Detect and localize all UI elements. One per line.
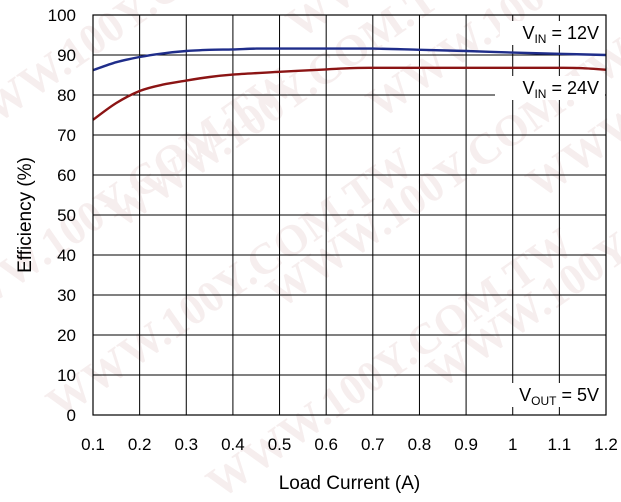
y-tick-label: 80 bbox=[57, 86, 76, 105]
y-tick-label: 100 bbox=[48, 6, 76, 25]
y-tick-label: 30 bbox=[57, 286, 76, 305]
label-main: V bbox=[522, 23, 534, 43]
label-rest: = 24V bbox=[546, 78, 599, 98]
plot-area-frame bbox=[92, 14, 607, 416]
label-rest: = 5V bbox=[556, 385, 599, 405]
label-background bbox=[500, 21, 605, 45]
y-tick-label: 50 bbox=[57, 206, 76, 225]
label-text: VIN = 12V bbox=[522, 23, 599, 46]
series-lines bbox=[92, 47, 607, 121]
x-tick-label: 0.7 bbox=[361, 435, 385, 454]
y-tick-label: 90 bbox=[57, 46, 76, 65]
y-tick-label: 40 bbox=[57, 246, 76, 265]
label-subscript: IN bbox=[534, 32, 546, 46]
y-tick-label: 0 bbox=[67, 406, 76, 425]
annotation-vout-5v: VOUT = 5V bbox=[493, 383, 605, 408]
legend-label-vin-24v: VIN = 24V bbox=[495, 76, 605, 101]
x-tick-label: 0.6 bbox=[314, 435, 338, 454]
x-tick-label: 0.9 bbox=[454, 435, 478, 454]
label-text: VIN = 24V bbox=[522, 78, 599, 101]
efficiency-line-vin-12v bbox=[92, 47, 607, 72]
label-subscript: IN bbox=[534, 87, 546, 101]
x-axis-title: Load Current (A) bbox=[279, 473, 421, 494]
y-tick-label: 10 bbox=[57, 366, 76, 385]
label-subscript: OUT bbox=[531, 394, 557, 408]
x-tick-label: 0.8 bbox=[408, 435, 432, 454]
x-tick-label: 0.5 bbox=[268, 435, 292, 454]
y-tick-label: 20 bbox=[57, 326, 76, 345]
x-axis-ticks: 0.1 0.2 0.3 0.4 0.5 0.6 0.7 0.8 0.9 1 1.1 1.2 bbox=[81, 435, 618, 454]
label-main: V bbox=[519, 385, 531, 405]
label-rest: = 12V bbox=[546, 23, 599, 43]
y-axis-ticks: 0 10 20 30 40 50 60 70 80 90 100 bbox=[48, 6, 76, 425]
x-tick-label: 0.1 bbox=[81, 435, 105, 454]
y-axis-title: Efficiency (%) bbox=[15, 157, 36, 273]
x-tick-label: 1.1 bbox=[548, 435, 572, 454]
x-tick-label: 0.3 bbox=[174, 435, 198, 454]
x-tick-label: 1.2 bbox=[594, 435, 618, 454]
x-tick-label: 0.4 bbox=[221, 435, 245, 454]
legend-label-vin-12v: VIN = 12V bbox=[500, 21, 605, 46]
label-main: V bbox=[522, 78, 534, 98]
x-tick-label: 0.2 bbox=[128, 435, 152, 454]
label-background bbox=[495, 76, 605, 100]
x-tick-label: 1 bbox=[508, 435, 517, 454]
y-tick-label: 70 bbox=[57, 126, 76, 145]
label-text: VOUT = 5V bbox=[519, 385, 599, 408]
y-tick-label: 60 bbox=[57, 166, 76, 185]
efficiency-line-vin-24v bbox=[92, 66, 607, 121]
label-background bbox=[493, 383, 605, 407]
